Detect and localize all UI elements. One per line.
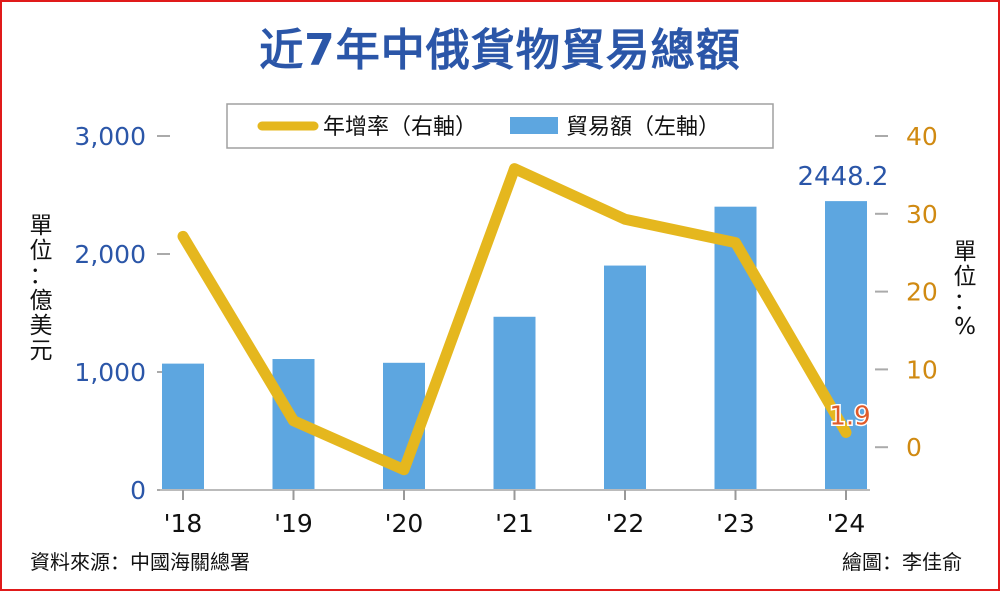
- x-axis-tick-label: '24: [827, 509, 866, 538]
- growth-point-4: [624, 218, 626, 221]
- x-axis-tick-label: '23: [716, 509, 755, 538]
- growth-point-6: [845, 431, 847, 434]
- right-axis-unit-label: 單位：%: [953, 239, 977, 340]
- right-axis-tick-label: 40: [906, 122, 938, 151]
- left-axis: 3,000 2,000 1,000 0: [74, 122, 170, 505]
- left-axis-tick-label: 2,000: [74, 240, 146, 269]
- growth-point-5: [734, 241, 737, 244]
- x-axis-tick-label: '20: [385, 509, 424, 538]
- annotations: 2448.2 1.9: [798, 162, 889, 433]
- legend-label-growth: 年增率（右軸）: [323, 115, 477, 140]
- bar-5: [714, 206, 757, 490]
- x-axis-tick-label: '22: [606, 509, 645, 538]
- bar-6: [825, 201, 867, 490]
- x-axis: '18 '19 '20 '21 '22 '23 '24: [160, 489, 870, 538]
- right-axis-tick-label: 0: [906, 433, 922, 462]
- x-axis-tick-label: '21: [495, 509, 534, 538]
- left-axis-tick-label: 1,000: [74, 358, 146, 387]
- right-axis-tick-label: 20: [906, 278, 938, 307]
- x-axis-tick-label: '18: [164, 509, 203, 538]
- growth-point-3: [513, 167, 516, 170]
- bar-3: [493, 316, 536, 490]
- left-axis-unit-label: 單位：億美元: [29, 213, 53, 364]
- legend-bar-swatch: [510, 117, 558, 134]
- bar-0: [162, 363, 204, 490]
- line-value-label: 1.9: [829, 401, 870, 431]
- bar-series: [162, 201, 867, 490]
- growth-point-2: [403, 468, 405, 471]
- right-axis-tick-label: 30: [906, 200, 938, 229]
- source-note: 資料來源：中國海關總署: [30, 550, 250, 574]
- legend: 年增率（右軸） 貿易額（左軸）: [226, 103, 774, 149]
- x-axis-tick-label: '19: [274, 509, 313, 538]
- growth-point-0: [182, 235, 184, 238]
- left-axis-tick-label: 3,000: [74, 122, 146, 151]
- right-axis-tick-label: 10: [906, 355, 938, 384]
- bar-4: [604, 265, 646, 490]
- growth-point-1: [292, 419, 295, 422]
- left-axis-tick-label: 0: [130, 476, 146, 505]
- bar-value-label: 2448.2: [798, 162, 889, 192]
- right-axis: 40 30 20 10 0: [875, 122, 938, 462]
- legend-label-trade: 貿易額（左軸）: [566, 115, 720, 140]
- line-series: [177, 163, 852, 476]
- chart-title: 近7年中俄貨物貿易總額: [259, 25, 741, 76]
- credit-note: 繪圖：李佳俞: [842, 550, 962, 574]
